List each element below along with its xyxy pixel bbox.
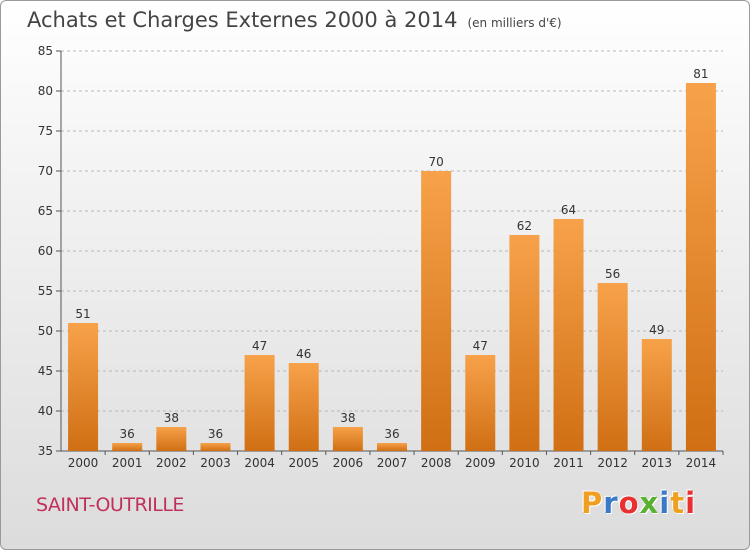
labels: 35 40 45 50 55 60 65 70 75 80 85 51 2000 36 2001 38 2002… [38,44,716,470]
x-tick-label: 2009 [465,456,496,470]
y-tick-label: 80 [38,84,53,98]
data-label: 46 [296,347,311,361]
unit-label: (en milliers d'€) [467,16,562,30]
bar-2001 [112,443,143,451]
bar-2005 [288,363,319,451]
bars [68,83,716,451]
x-tick-label: 2003 [200,456,231,470]
data-label: 51 [75,307,90,321]
data-label: 47 [252,339,267,353]
x-tick-label: 2004 [244,456,275,470]
place-name: SAINT-OUTRILLE [36,494,184,516]
chart-title: Achats et Charges Externes 2000 à 2014 (e… [27,8,562,32]
x-tick-label: 2014 [686,456,717,470]
x-tick-label: 2013 [642,456,673,470]
title-text: Achats et Charges Externes 2000 à 2014 [27,8,458,32]
bar-2000 [68,323,99,451]
bar-2006 [332,427,363,451]
data-label: 70 [428,155,443,169]
data-label: 38 [340,411,355,425]
y-tick-label: 85 [38,44,53,58]
x-tick-label: 2008 [421,456,452,470]
logo-letter: r [603,486,619,520]
x-tick-label: 2007 [377,456,408,470]
data-label: 47 [473,339,488,353]
logo-letter: P [581,486,604,520]
y-tick-label: 50 [38,324,53,338]
bar-2008 [421,171,452,451]
bar-2009 [465,355,496,451]
logo-letter: i [685,486,697,520]
y-tick-label: 75 [38,124,53,138]
x-tick-label: 2000 [68,456,99,470]
bar-2014 [685,83,716,451]
data-label: 56 [605,267,620,281]
logo-letter: i [659,486,671,520]
y-tick-label: 45 [38,364,53,378]
bar-2011 [553,219,584,451]
proxiti-logo[interactable]: Proxiti [581,486,696,520]
data-label: 49 [649,323,664,337]
bar-2002 [156,427,187,451]
x-tick-label: 2006 [333,456,364,470]
y-tick-label: 55 [38,284,53,298]
data-label: 62 [517,219,532,233]
y-tick-label: 60 [38,244,53,258]
x-tick-label: 2001 [112,456,143,470]
bar-2010 [509,235,540,451]
bar-2007 [377,443,407,451]
y-tick-label: 40 [38,404,53,418]
data-label: 64 [561,203,576,217]
data-label: 38 [164,411,179,425]
y-tick-label: 35 [38,444,53,458]
data-label: 36 [384,427,399,441]
bar-2004 [244,355,275,451]
logo-letter: o [618,486,640,520]
logo-letter: t [670,486,686,520]
data-label: 36 [120,427,135,441]
x-tick-label: 2012 [597,456,628,470]
y-tick-label: 70 [38,164,53,178]
x-tick-label: 2011 [553,456,584,470]
x-tick-label: 2010 [509,456,540,470]
x-tick-label: 2002 [156,456,187,470]
bar-2013 [641,339,672,451]
bar-2012 [597,283,628,451]
data-label: 36 [208,427,223,441]
y-tick-label: 65 [38,204,53,218]
data-label: 81 [693,67,708,81]
logo-letter: x [639,486,660,520]
bar-2003 [200,443,231,451]
x-tick-label: 2005 [288,456,319,470]
